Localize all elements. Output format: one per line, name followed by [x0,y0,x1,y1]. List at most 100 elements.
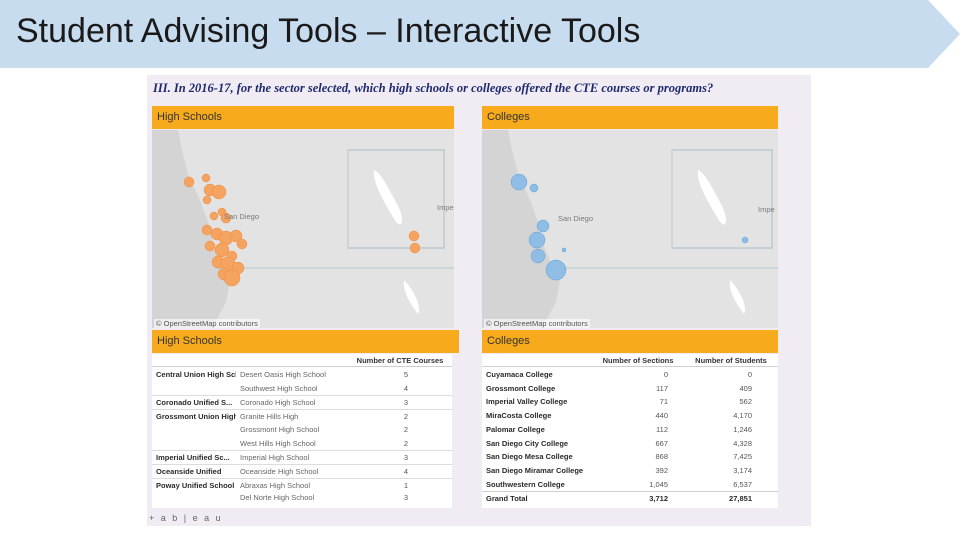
cte-count-cell: 2 [403,424,409,434]
district-cell: Poway Unified School District [156,480,236,490]
table-header-colleges: Colleges [482,330,778,353]
colleges-table: Number of Sections Number of Students Cu… [482,354,778,508]
high-schools-table: Number of CTE Courses Central Union High… [152,354,452,508]
sections-cell: 1,045 [649,479,668,489]
table-row[interactable]: West Hills High School 2 [152,437,452,451]
college-name-cell: Cuyamaca College [486,370,553,379]
table-row[interactable]: MiraCosta College 440 4,170 [482,409,778,423]
table-header-high-schools: High Schools [152,330,459,353]
district-cell: Imperial Unified Sc... [156,453,230,463]
college-name-cell: MiraCosta College [486,411,552,421]
school-cell: Southwest High School [240,383,318,393]
high-schools-map[interactable]: San Diego Impe © OpenStreetMap contribut… [152,130,454,328]
school-cell: Desert Oasis High School [240,370,326,379]
students-cell: 0 [747,370,752,379]
cte-count-cell: 1 [403,480,409,490]
sections-cell: 868 [655,452,668,462]
table-row[interactable]: Cuyamaca College 0 0 [482,368,778,382]
table-row[interactable]: Grossmont High School 2 [152,423,452,437]
place-label-san-diego: San Diego [224,212,260,221]
college-name-cell: Southwestern College [486,479,565,489]
table-row[interactable]: San Diego Miramar College 392 3,174 [482,464,778,478]
school-cell: Granite Hills High [240,412,299,422]
students-cell: 1,246 [733,424,752,434]
sections-cell: 440 [655,411,668,421]
column-header-sections[interactable]: Number of Sections [602,356,674,365]
tableau-logo[interactable]: + a b | e a u [149,513,223,523]
map-header-high-schools: High Schools [152,106,454,129]
district-cell: Grossmont Union High [156,412,236,422]
college-name-cell: San Diego Miramar College [486,465,584,475]
students-cell: 4,328 [733,438,752,448]
school-cell: Oceanside High School [240,466,319,476]
colleges-table-body: Cuyamaca College 0 0 Grossmont College 117 40… [482,368,778,508]
cte-count-cell: 3 [403,493,409,503]
college-name-cell: San Diego Mesa College [486,452,573,462]
cte-count-cell: 3 [403,453,409,463]
place-label-imperial: Impe [758,205,775,214]
column-header-cte-courses[interactable]: Number of CTE Courses [356,356,444,365]
sections-cell: 3,712 [649,494,668,504]
place-label-san-diego: San Diego [558,214,594,223]
table-row[interactable]: Poway Unified School District Abraxas Hig… [152,477,452,492]
banner-arrow-shape [0,0,960,68]
college-name-cell: San Diego City College [486,438,569,448]
sections-cell: 117 [656,383,668,393]
dashboard-question: III. In 2016-17, for the sector selected… [153,81,714,95]
students-cell: 6,537 [733,479,752,489]
title-banner: Student Advising Tools – Interactive Too… [0,0,960,68]
map-header-colleges: Colleges [482,106,778,129]
osm-attribution[interactable]: © OpenStreetMap contributors [484,319,590,328]
college-name-cell: Grossmont College [486,383,556,393]
table-row[interactable]: Grossmont Union High Granite Hills High 2 [152,409,452,423]
high-schools-map-layer [152,130,454,328]
slide-title: Student Advising Tools – Interactive Too… [16,12,641,50]
school-cell: West Hills High School [240,438,316,448]
school-cell: Grossmont High School [240,424,320,434]
sections-cell: 112 [656,424,668,434]
school-cell: Del Norte High School [240,493,315,503]
district-cell: Oceanside Unified [156,466,222,476]
high-school-markers [183,173,421,287]
table-row[interactable]: San Diego Mesa College 868 7,425 [482,450,778,464]
table-row[interactable]: Grossmont College 117 409 [482,382,778,396]
students-cell: 7,425 [733,452,752,462]
cte-count-cell: 2 [403,438,409,448]
cte-count-cell: 2 [403,412,409,422]
students-cell: 562 [739,397,752,407]
sections-cell: 392 [655,465,668,475]
school-cell: Imperial High School [240,453,310,463]
table-row[interactable]: Del Norte High School 3 [152,491,452,505]
cte-count-cell: 4 [403,383,409,393]
students-cell: 27,851 [729,494,752,504]
sections-cell: 667 [655,438,668,448]
table-row[interactable]: Southwestern College 1,045 6,537 [482,478,778,492]
cte-count-cell: 4 [403,466,409,476]
college-markers [510,173,749,281]
cte-count-cell: 3 [403,398,409,408]
school-cell: Abraxas High School [240,480,311,490]
table-row[interactable]: Coronado Unified S... Coronado High Schoo… [152,395,452,409]
table-row[interactable]: Imperial Unified Sc... Imperial High Scho… [152,450,452,464]
school-cell: Coronado High School [240,398,316,408]
district-cell: Coronado Unified S... [156,398,233,408]
tableau-dashboard: III. In 2016-17, for the sector selected… [147,75,811,526]
table-row[interactable]: Imperial Valley College 71 562 [482,395,778,409]
osm-attribution[interactable]: © OpenStreetMap contributors [154,319,260,328]
table-row[interactable]: Oceanside Unified Oceanside High School 4 [152,463,452,478]
table-row[interactable]: Southwest High School 4 [152,382,452,396]
column-header-students[interactable]: Number of Students [695,356,767,365]
sections-cell: 71 [659,397,668,407]
students-cell: 3,174 [733,465,752,475]
sections-cell: 0 [663,370,668,379]
cte-count-cell: 5 [403,370,409,379]
high-schools-table-body: Central Union High School District Desert… [152,368,452,508]
college-name-cell: Palomar College [486,424,545,434]
colleges-map[interactable]: San Diego Impe © OpenStreetMap contribut… [482,130,778,328]
colleges-map-layer [482,130,778,328]
table-row[interactable]: San Diego City College 667 4,328 [482,437,778,451]
table-row[interactable]: Central Union High School District Desert… [152,368,452,382]
table-row[interactable]: Palomar College 112 1,246 [482,423,778,437]
place-label-imperial: Impe [437,203,454,212]
grand-total-row[interactable]: Grand Total 3,712 27,851 [482,491,778,505]
